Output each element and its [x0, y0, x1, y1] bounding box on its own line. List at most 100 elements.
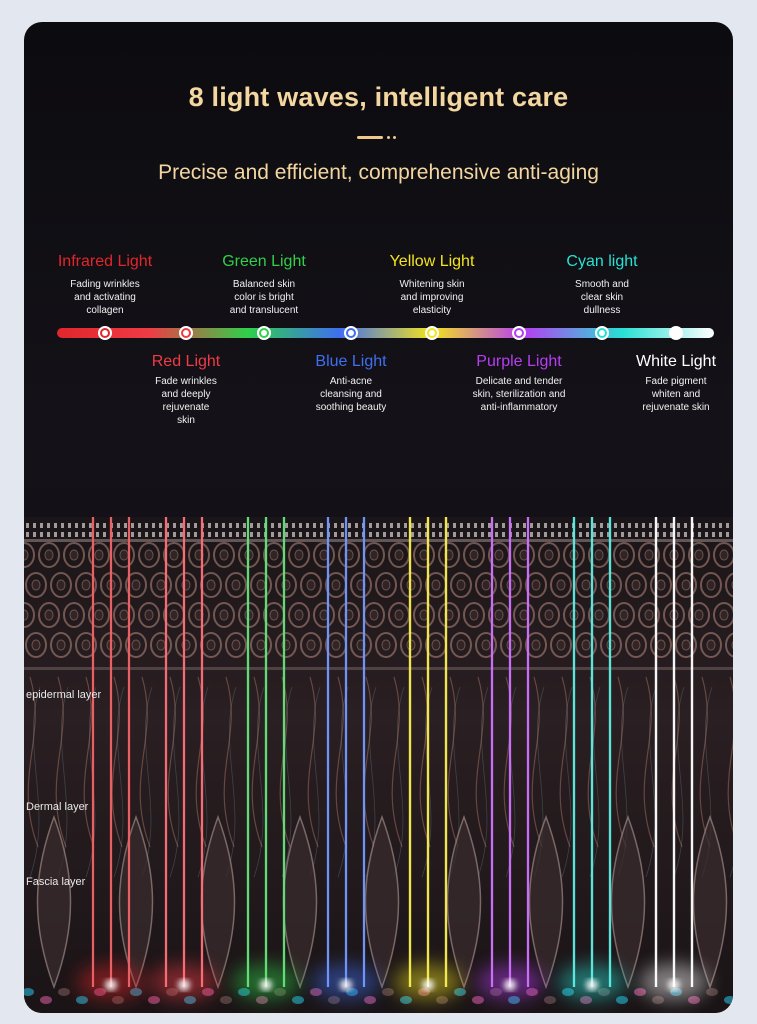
epidermal-cell [538, 602, 560, 628]
surface-cell [726, 523, 729, 528]
epidermal-cell [450, 632, 472, 658]
surface-cell [481, 532, 484, 537]
dermal-fiber [113, 686, 125, 878]
cell-nucleus [331, 639, 341, 651]
dermal-fiber [447, 676, 459, 848]
cell-nucleus [219, 549, 229, 561]
light-name-2: Red Light [151, 353, 221, 370]
light-desc-line: collagen [86, 305, 124, 316]
surface-cell [467, 523, 470, 528]
cell-nucleus [631, 579, 641, 591]
epidermal-cell [613, 602, 635, 628]
epidermal-cell [300, 572, 322, 598]
cell-nucleus [269, 549, 279, 561]
light-desc-line: skin, sterilization and [472, 389, 566, 400]
surface-cell [47, 523, 50, 528]
dermal-fiber [393, 686, 405, 878]
dermal-fiber [645, 686, 657, 878]
light-desc-6: Delicate and tender skin, sterilization a… [459, 375, 579, 414]
cell-nucleus [544, 549, 554, 561]
surface-cell [54, 523, 57, 528]
epidermal-cell [300, 632, 322, 658]
surface-cell [432, 523, 435, 528]
page-subtitle: Precise and efficient, comprehensive ant… [158, 161, 599, 184]
dermal-fiber [699, 676, 711, 848]
surface-line [24, 539, 733, 542]
surface-cell [439, 532, 442, 537]
dermal-fiber [223, 676, 235, 848]
dermal-fiber [727, 676, 733, 834]
surface-cell [565, 523, 568, 528]
surface-cell [495, 523, 498, 528]
light-desc-line: Fade wrinkles [155, 376, 217, 387]
surface-cell [418, 532, 421, 537]
spectrum-bar [57, 328, 714, 338]
surface-cell [684, 532, 687, 537]
spectrum-node-4 [344, 326, 358, 340]
base-cell [292, 996, 304, 1004]
surface-cell [68, 532, 71, 537]
epidermal-cell [625, 632, 647, 658]
dermal-fiber [55, 676, 67, 848]
surface-cell [397, 523, 400, 528]
light-desc-line: Fade pigment [645, 376, 707, 387]
light-desc-line: clear skin [580, 292, 624, 303]
beam-focus-4 [340, 979, 352, 991]
cell-nucleus [269, 609, 279, 621]
surface-cell [502, 523, 505, 528]
dermal-fiber [475, 676, 487, 848]
surface-cell [334, 532, 337, 537]
dermal-fiber [559, 676, 571, 848]
light-desc-line: anti-inflammatory [480, 402, 558, 413]
cell-nucleus [494, 549, 504, 561]
surface-cell [26, 523, 29, 528]
surface-cell [663, 532, 666, 537]
surface-cell [649, 523, 652, 528]
cell-nucleus [694, 609, 704, 621]
surface-cell [117, 523, 120, 528]
dermal-fiber [253, 686, 265, 878]
surface-cell [663, 523, 666, 528]
surface-cell [278, 532, 281, 537]
light-desc-3: Balanced skin color is bright and transluc… [204, 278, 324, 317]
cell-nucleus [219, 609, 229, 621]
epidermal-cell [288, 542, 310, 568]
epidermal-cell [313, 602, 335, 628]
surface-cell [586, 532, 589, 537]
surface-cell [565, 532, 568, 537]
beam-focus-3 [260, 979, 272, 991]
layer-label-dermal: Dermal layer [26, 801, 89, 813]
fascia-spindle [692, 814, 728, 990]
surface-cell [145, 532, 148, 537]
surface-cell [369, 523, 372, 528]
beam-focus-8 [668, 979, 680, 991]
spectrum-node-2 [179, 326, 193, 340]
cell-nucleus [81, 579, 91, 591]
epidermal-cell [375, 572, 397, 598]
cell-nucleus [44, 549, 54, 561]
beam-focus-2 [178, 979, 190, 991]
cell-nucleus [144, 609, 154, 621]
surface-cell [684, 523, 687, 528]
light-desc-line: dullness [583, 305, 621, 316]
surface-cell [649, 532, 652, 537]
cell-nucleus [531, 639, 541, 651]
light-desc-7: Smooth and clear skin dullness [542, 278, 662, 317]
surface-cell [33, 532, 36, 537]
base-cell [40, 996, 52, 1004]
surface-cell [103, 532, 106, 537]
cell-nucleus [231, 579, 241, 591]
surface-cell [635, 532, 638, 537]
light-desc-line: Fading wrinkles [70, 279, 140, 290]
epidermal-cell [413, 542, 435, 568]
dermal-fiber [169, 686, 181, 878]
promo-card: 8 light waves, intelligent care Precise … [24, 22, 733, 1013]
light-name-8: White Light [635, 353, 717, 370]
surface-cell [257, 523, 260, 528]
base-cell [76, 996, 88, 1004]
surface-cell [551, 532, 554, 537]
cell-nucleus [369, 609, 379, 621]
light-name-4: Blue Light [315, 353, 387, 370]
light-name-6: Purple Light [476, 353, 562, 370]
dermal-fiber [335, 676, 347, 848]
